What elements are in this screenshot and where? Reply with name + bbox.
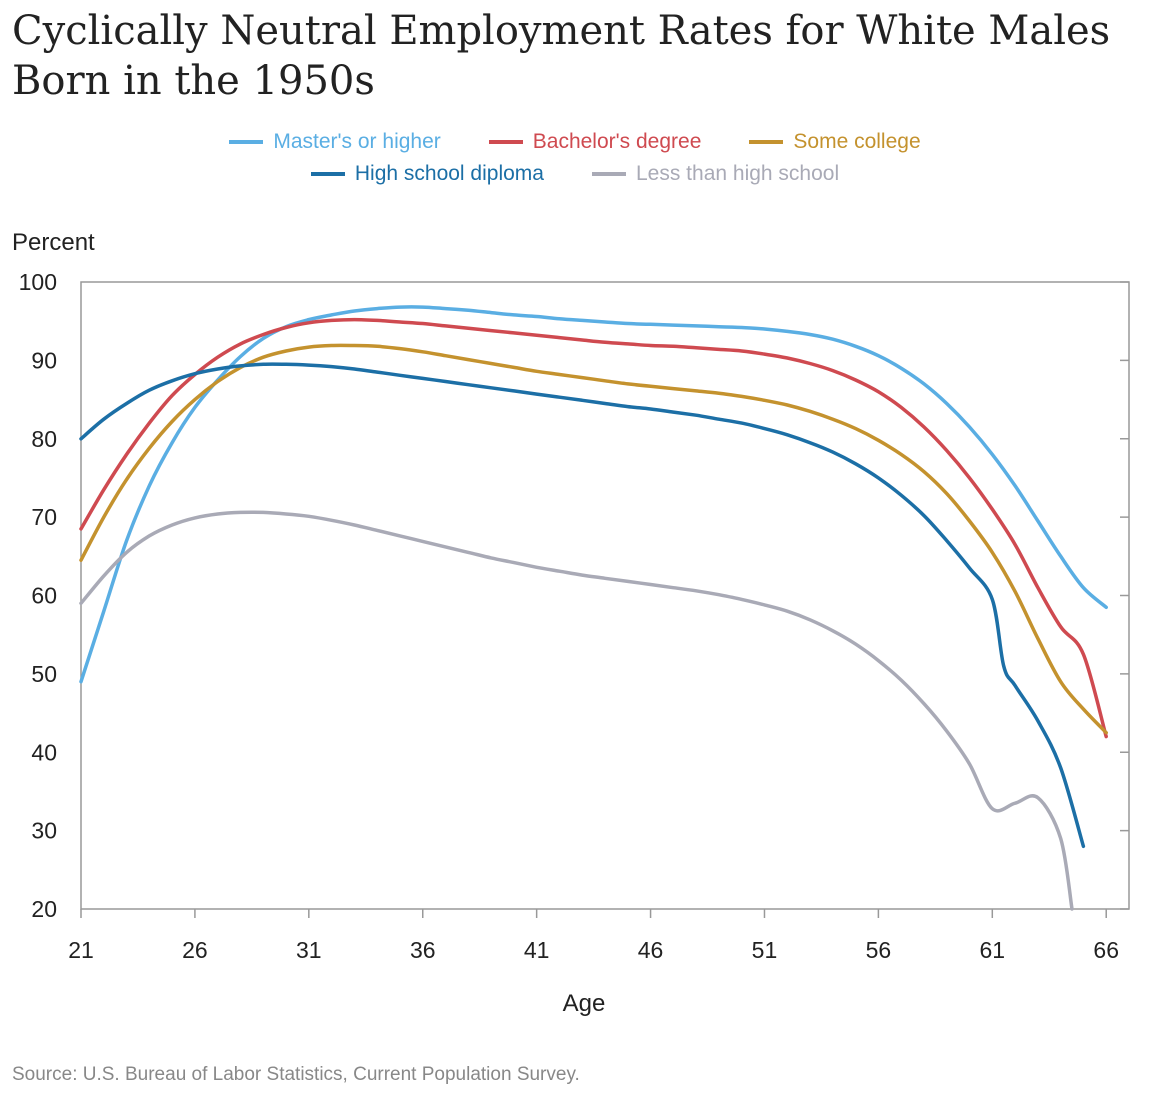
legend-swatch-masters bbox=[229, 140, 264, 144]
legend-label-high-school: High school diploma bbox=[354, 162, 544, 185]
series-lines bbox=[79, 305, 1108, 911]
x-tick-label: 61 bbox=[980, 937, 1006, 963]
legend-label-less-than-hs: Less than high school bbox=[635, 162, 840, 185]
x-tick-label: 56 bbox=[866, 937, 892, 963]
source-note: Source: U.S. Bureau of Labor Statistics,… bbox=[12, 1064, 580, 1085]
axis-ticks: 20 30 40 50 60 70 80 90 100 21 26 31 36 41 46 51 56 61 66 bbox=[19, 269, 1129, 963]
legend-label-masters: Master's or higher bbox=[273, 130, 441, 153]
x-tick-label: 31 bbox=[296, 937, 322, 963]
series-line-bachelors bbox=[79, 317, 1108, 739]
legend-label-bachelors: Bachelor's degree bbox=[532, 130, 702, 153]
legend-item-masters: Master's or higher bbox=[229, 130, 441, 154]
x-tick-label: 36 bbox=[410, 937, 436, 963]
legend-swatch-bachelors bbox=[488, 140, 523, 144]
legend-label-some-college: Some college bbox=[793, 130, 921, 153]
legend-row-2: High school diploma Less than high schoo… bbox=[0, 162, 1150, 186]
x-tick-label: 51 bbox=[752, 937, 778, 963]
series-line-less-than-high-school bbox=[79, 510, 1074, 911]
x-tick-label: 46 bbox=[638, 937, 664, 963]
series-line-some-college bbox=[79, 343, 1108, 735]
x-tick-label: 66 bbox=[1093, 937, 1119, 963]
y-tick-label: 30 bbox=[31, 818, 57, 844]
y-tick-label: 60 bbox=[31, 583, 57, 609]
y-tick-label: 90 bbox=[31, 347, 57, 373]
legend-item-some-college: Some college bbox=[749, 130, 921, 154]
legend-swatch-high-school bbox=[310, 172, 345, 176]
legend-swatch-less-than-hs bbox=[591, 172, 626, 176]
legend-item-less-than-hs: Less than high school bbox=[591, 162, 840, 186]
x-axis-label: Age bbox=[563, 990, 606, 1017]
legend-item-high-school: High school diploma bbox=[310, 162, 544, 186]
y-tick-label: 100 bbox=[19, 269, 57, 295]
series-line-high-school bbox=[79, 362, 1086, 849]
series-line-masters bbox=[79, 305, 1108, 684]
x-tick-label: 21 bbox=[68, 937, 94, 963]
y-tick-label: 70 bbox=[31, 504, 57, 530]
chart-title: Cyclically Neutral Employment Rates for … bbox=[12, 8, 1111, 104]
y-axis-label: Percent bbox=[12, 229, 95, 256]
y-tick-label: 50 bbox=[31, 661, 57, 687]
legend-item-bachelors: Bachelor's degree bbox=[488, 130, 702, 154]
plot-frame bbox=[80, 281, 1130, 910]
y-tick-label: 80 bbox=[31, 426, 57, 452]
legend-row-1: Master's or higher Bachelor's degree Som… bbox=[0, 130, 1150, 154]
y-tick-label: 20 bbox=[31, 896, 57, 922]
x-tick-label: 41 bbox=[524, 937, 550, 963]
y-tick-label: 40 bbox=[31, 739, 57, 765]
legend-swatch-some-college bbox=[749, 140, 784, 144]
x-tick-label: 26 bbox=[182, 937, 208, 963]
